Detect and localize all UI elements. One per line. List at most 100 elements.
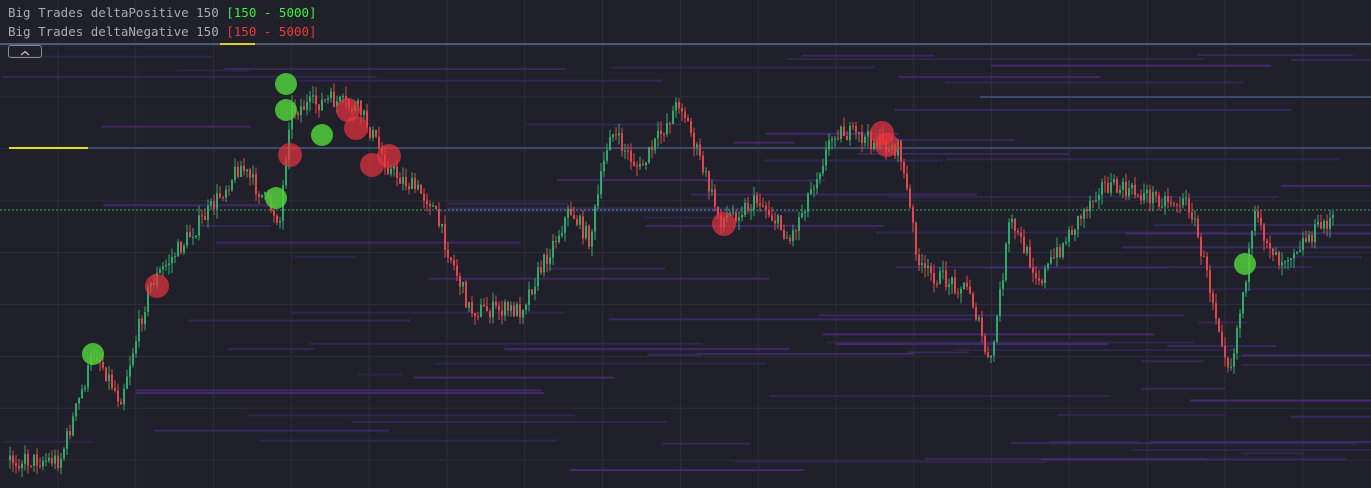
candle-body <box>765 205 767 210</box>
candle-body <box>1221 331 1223 346</box>
candle-body <box>1278 251 1280 266</box>
candle-body <box>651 147 653 151</box>
candle-body <box>687 117 689 122</box>
candle-body <box>132 353 134 366</box>
candle-body <box>18 465 20 469</box>
candle-body <box>567 208 569 218</box>
candle-body <box>318 104 320 111</box>
candle-body <box>45 460 47 462</box>
candle-body <box>1269 243 1271 249</box>
candle-body <box>864 136 866 144</box>
candle-body <box>174 256 176 258</box>
candle-body <box>69 431 71 436</box>
candle-body <box>321 99 323 111</box>
buy-trade-bubble <box>311 124 333 146</box>
candle-body <box>570 208 572 216</box>
candle-body <box>648 147 650 163</box>
candle-body <box>1191 212 1193 220</box>
candle-body <box>1131 184 1133 189</box>
candle-body <box>609 137 611 151</box>
candle-body <box>519 304 521 318</box>
candle-body <box>9 455 11 460</box>
candle-body <box>1119 189 1121 193</box>
candle-body <box>525 304 527 311</box>
candle-body <box>84 387 86 390</box>
candle-body <box>201 215 203 217</box>
candle-body <box>663 134 665 136</box>
candle-body <box>522 310 524 318</box>
candle-body <box>72 416 74 436</box>
candle-body <box>936 283 938 285</box>
candle-body <box>111 374 113 389</box>
candle-body <box>777 215 779 224</box>
candle-body <box>1200 237 1202 257</box>
candle-body <box>1107 182 1109 193</box>
candle-body <box>594 206 596 232</box>
candle-body <box>870 131 872 150</box>
candle-body <box>1134 184 1136 196</box>
candle-body <box>1050 256 1052 264</box>
candle-body <box>246 169 248 172</box>
candle-body <box>285 160 287 186</box>
sell-trade-bubble <box>278 143 302 167</box>
sell-trade-bubble <box>336 98 360 122</box>
candle-body <box>786 237 788 239</box>
sell-trade-bubble <box>712 212 736 236</box>
collapse-button[interactable] <box>8 45 42 58</box>
candle-body <box>222 197 224 199</box>
candle-body <box>606 150 608 161</box>
candle-body <box>654 138 656 151</box>
candle-body <box>216 193 218 209</box>
candle-body <box>1014 218 1016 232</box>
candle-body <box>195 235 197 238</box>
candle-body <box>1236 328 1238 354</box>
candle-body <box>789 237 791 242</box>
candle-body <box>615 134 617 136</box>
candle-body <box>684 111 686 118</box>
candle-body <box>1323 220 1325 229</box>
sell-trade-bubble <box>344 116 368 140</box>
candle-body <box>1068 229 1070 242</box>
candle-body <box>984 335 986 353</box>
candle-body <box>792 230 794 242</box>
candle-body <box>405 176 407 187</box>
candle-body <box>423 193 425 201</box>
candle-body <box>1284 261 1286 263</box>
candle-body <box>48 457 50 461</box>
candle-body <box>1005 244 1007 281</box>
candle-body <box>477 316 479 318</box>
candle-body <box>1272 248 1274 256</box>
candle-body <box>1146 189 1148 193</box>
legend-range: [150 - 5000] <box>226 5 317 20</box>
candle-body <box>552 240 554 258</box>
candle-body <box>87 365 89 388</box>
candle-body <box>597 194 599 207</box>
candle-body <box>675 102 677 111</box>
candle-body <box>1053 256 1055 258</box>
candle-body <box>1167 196 1169 203</box>
legend-range: [150 - 5000] <box>226 24 317 39</box>
candle-body <box>939 271 941 284</box>
candle-body <box>450 257 452 260</box>
candle-body <box>840 126 842 140</box>
buy-trade-bubble <box>275 99 297 121</box>
candle-body <box>1137 195 1139 197</box>
candle-body <box>582 216 584 239</box>
candle-body <box>990 355 992 358</box>
candle-body <box>249 169 251 178</box>
candle-body <box>462 282 464 287</box>
candle-body <box>846 136 848 140</box>
candle-body <box>126 376 128 389</box>
candle-body <box>129 365 131 377</box>
candle-body <box>585 225 587 239</box>
candle-body <box>735 212 737 221</box>
candle-body <box>1128 188 1130 197</box>
candle-body <box>444 224 446 250</box>
candle-body <box>495 301 497 306</box>
candle-body <box>1140 195 1142 201</box>
candle-body <box>1026 246 1028 254</box>
candle-body <box>177 241 179 257</box>
candle-body <box>906 173 908 189</box>
candle-body <box>441 224 443 227</box>
candle-body <box>558 235 560 243</box>
